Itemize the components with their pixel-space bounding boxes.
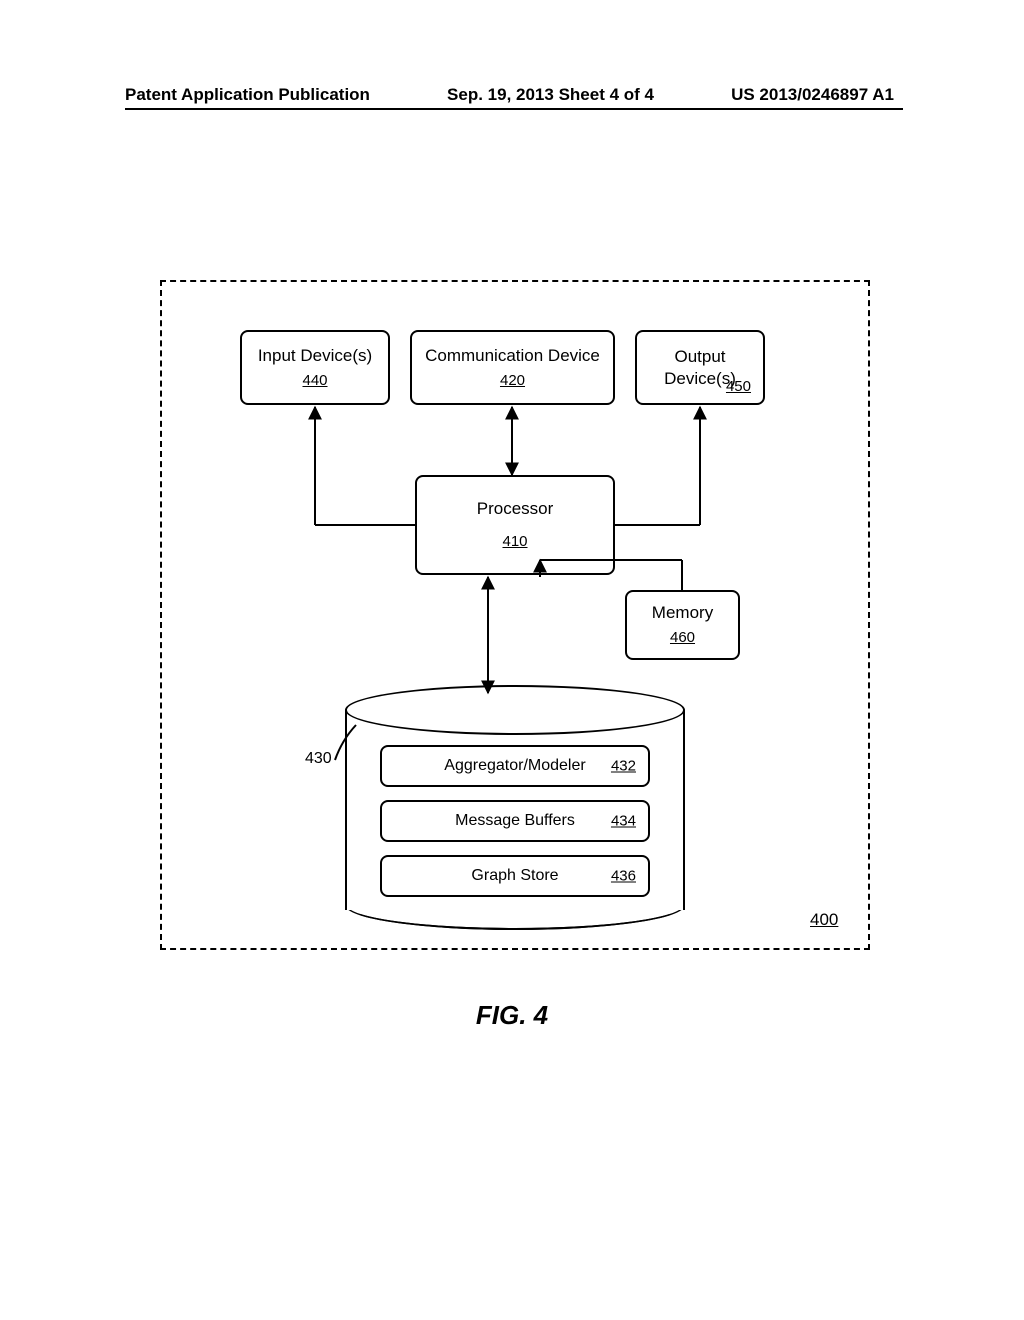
block-diagram: 400 Input Device(s) 440 Communication De…	[160, 280, 870, 970]
header-center: Sep. 19, 2013 Sheet 4 of 4	[447, 85, 654, 105]
page-header: Patent Application Publication Sep. 19, …	[0, 85, 1024, 105]
connector-arrows	[160, 280, 870, 970]
header-left: Patent Application Publication	[125, 85, 370, 105]
header-right: US 2013/0246897 A1	[731, 85, 894, 105]
header-rule	[125, 108, 903, 110]
figure-caption: FIG. 4	[0, 1000, 1024, 1031]
